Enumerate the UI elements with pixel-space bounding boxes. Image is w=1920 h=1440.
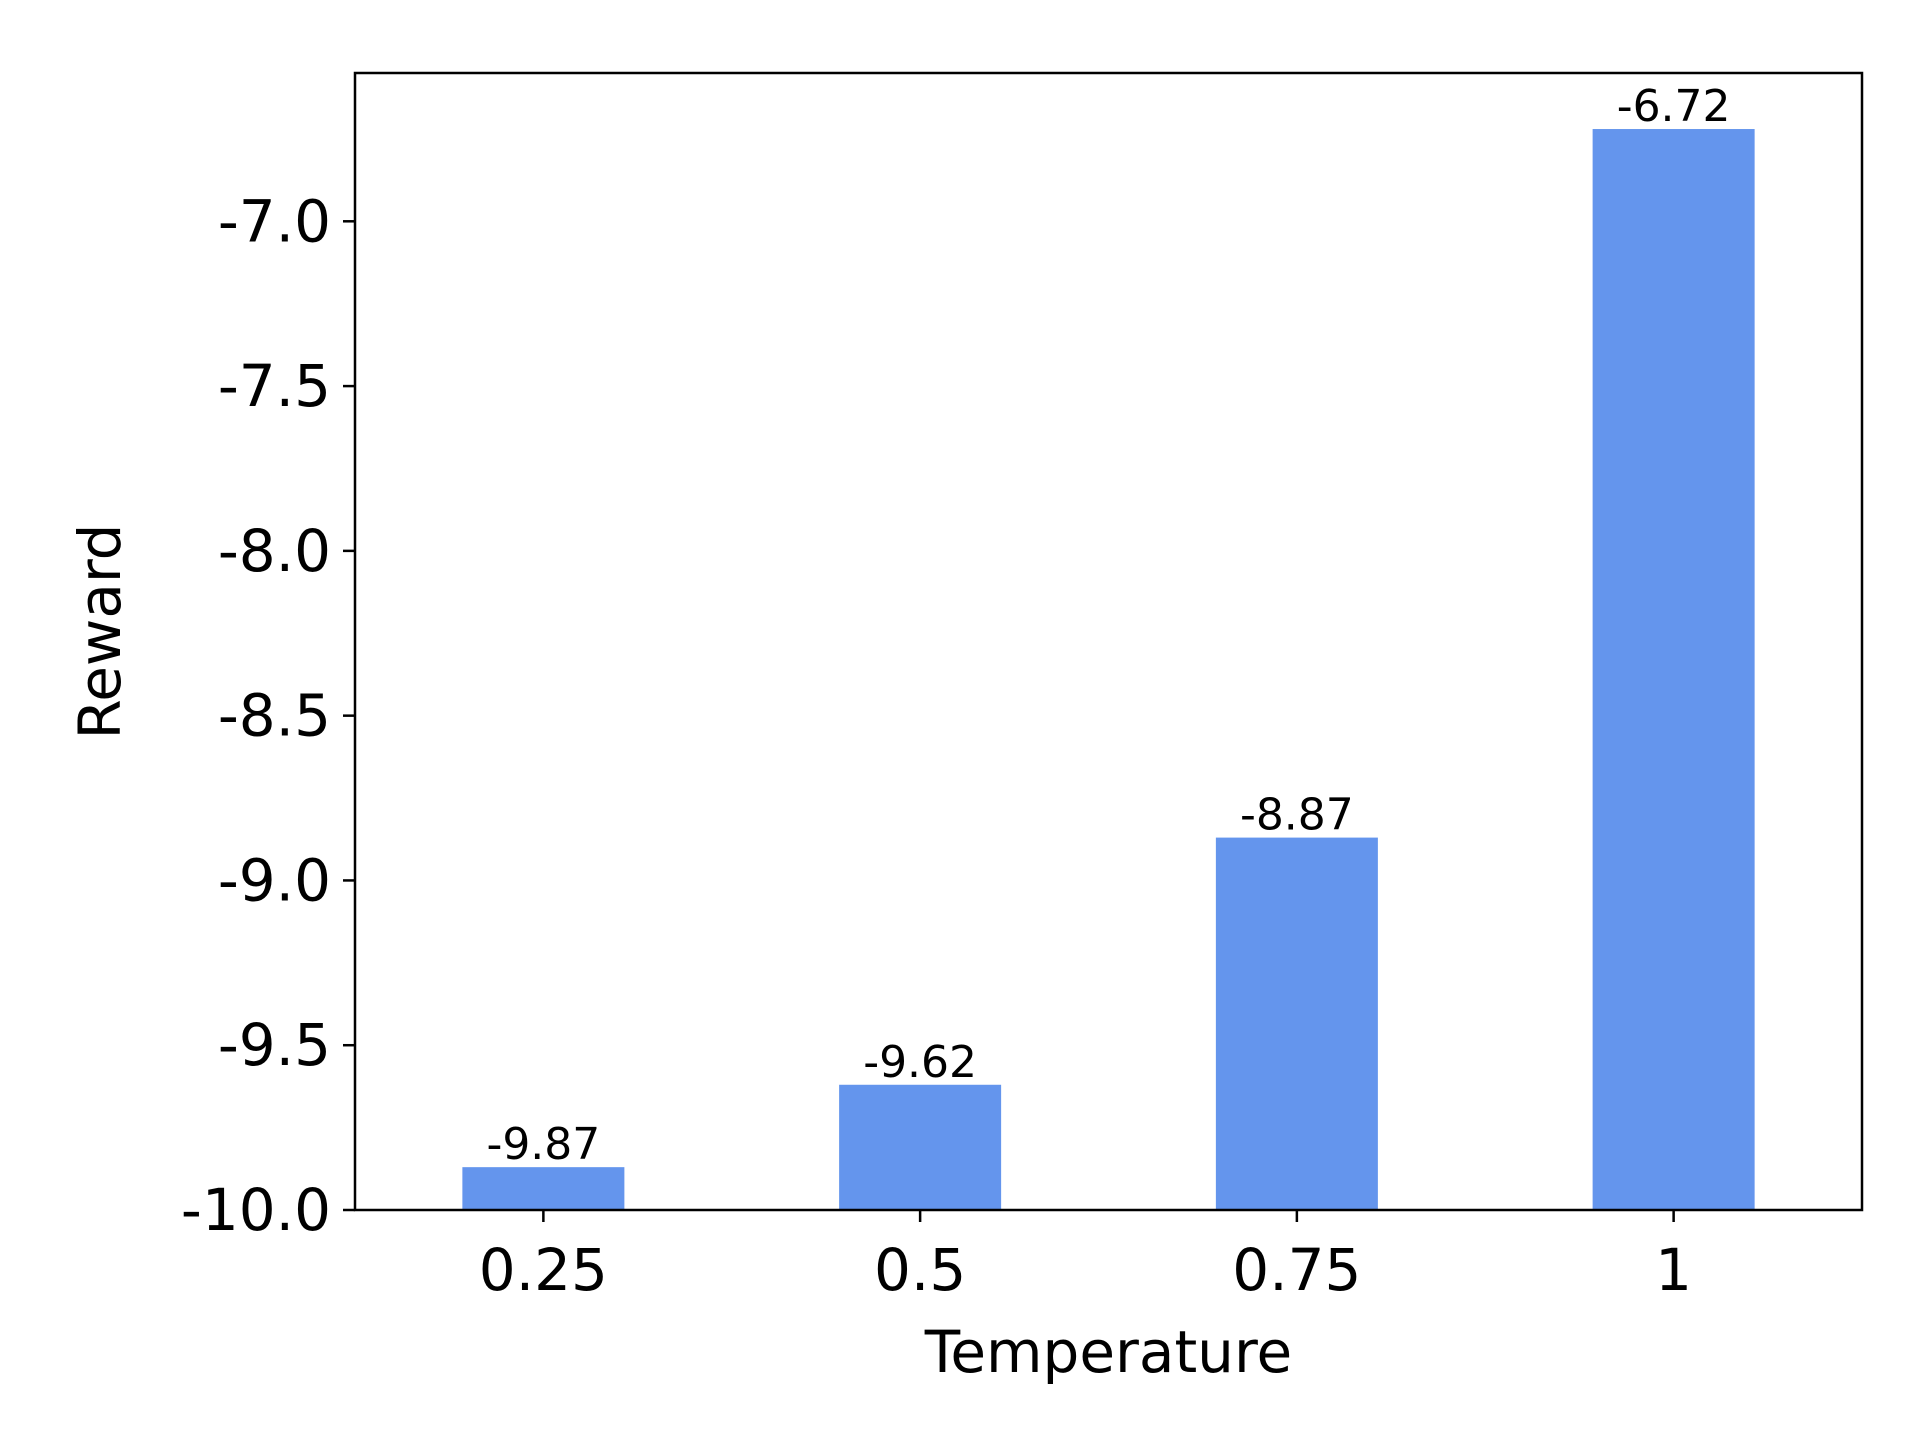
y-tick-label: -8.5 [218,682,331,750]
x-axis: 0.25 0.5 0.75 1 [479,1210,1692,1304]
y-tick-label: -9.5 [218,1011,331,1079]
y-tick-label: -8.0 [218,517,331,585]
bar-0.75 [1215,837,1378,1210]
bar-1 [1592,129,1755,1210]
plot-frame [353,71,1864,1212]
bar-0.25 [462,1167,625,1210]
x-tick-label: 1 [1655,1236,1692,1304]
y-tick-label: -7.5 [218,352,331,420]
y-axis: -10.0 -9.5 -9.0 -8.5 -8.0 -7.5 -7.0 [181,187,355,1244]
value-label-0.75: -8.87 [1240,790,1354,841]
x-tick-label: 0.75 [1232,1236,1361,1304]
x-axis-label: Temperature [924,1318,1292,1386]
bar-0.5 [839,1084,1002,1210]
value-label-1: -6.72 [1617,81,1731,132]
x-tick-label: 0.5 [874,1236,966,1304]
y-tick-label: -7.0 [218,187,331,255]
x-tick-label: 0.25 [479,1236,608,1304]
y-axis-label: Reward [66,524,134,740]
value-label-0.25: -9.87 [486,1119,600,1170]
value-label-0.5: -9.62 [863,1037,977,1088]
bars-layer [462,129,1755,1210]
y-tick-label: -9.0 [218,846,331,914]
y-tick-label: -10.0 [181,1176,331,1244]
value-labels-layer: -9.87 -9.62 -8.87 -6.72 [486,81,1730,1170]
